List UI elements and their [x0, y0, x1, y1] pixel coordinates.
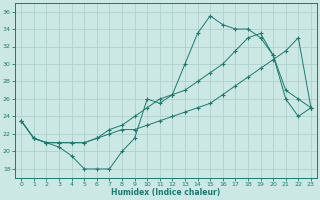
- X-axis label: Humidex (Indice chaleur): Humidex (Indice chaleur): [111, 188, 221, 197]
